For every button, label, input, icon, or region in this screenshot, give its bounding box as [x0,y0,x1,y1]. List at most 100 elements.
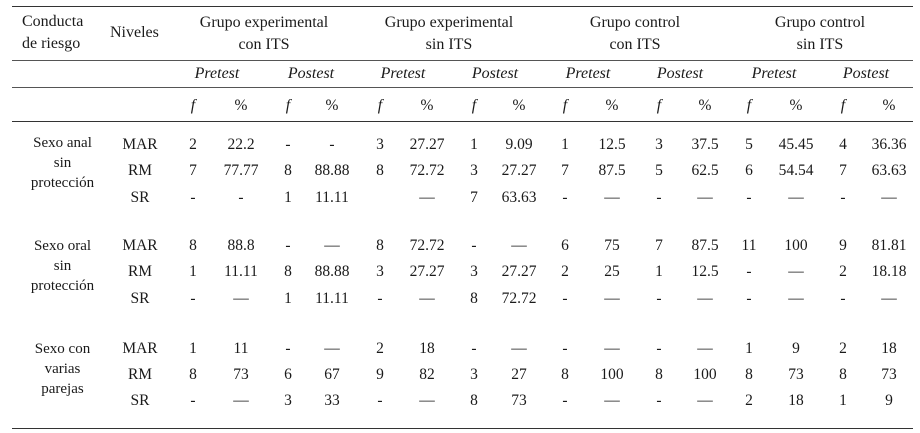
risk-behavior-label: Sexo anal sin protección [20,133,105,193]
frequency-cell: 1 [655,263,663,280]
percent-cell: 33 [324,392,340,409]
percent-header: % [789,97,803,114]
frequency-cell: 3 [470,263,478,280]
percent-header: % [325,97,339,114]
percent-cell: 88.88 [314,263,350,280]
postest-header: Postest [471,65,519,82]
percent-cell: 25 [604,263,620,280]
percent-cell: 18.18 [871,263,907,280]
frequency-cell: - [840,290,846,307]
percent-cell: 9.09 [505,136,533,153]
frequency-cell: 8 [745,366,753,383]
percent-cell: 75 [604,237,620,254]
frequency-cell: - [656,290,662,307]
frequency-cell: - [377,392,383,409]
frequency-cell: 2 [839,340,847,357]
risk-behavior-label-line: sin [53,155,72,171]
frequency-cell: 8 [189,366,197,383]
frequency-cell: 8 [189,237,197,254]
conducta-header: Conducta [22,13,84,30]
group-header-line: con ITS [609,36,661,53]
test-rule [12,87,913,88]
percent-cell: 11 [233,340,249,357]
f-header: f [656,97,662,114]
group-header-line: Grupo control [589,14,681,31]
pretest-header: Pretest [565,65,611,82]
percent-cell: — [419,290,435,307]
frequency-cell: - [471,237,477,254]
percent-header: % [882,97,896,114]
percent-cell: — [233,392,249,409]
percent-cell: — [511,237,527,254]
frequency-cell: 2 [189,136,197,153]
risk-behavior-label: Sexo oral sin protección [20,236,105,296]
risk-behavior-label-line: parejas [41,381,84,397]
percent-cell: 82 [419,366,435,383]
percent-cell: — [881,290,897,307]
frequency-cell: - [562,340,568,357]
frequency-cell: 4 [839,136,847,153]
level-label: RM [127,263,153,280]
percent-cell: 11.11 [315,189,349,206]
frequency-cell: - [656,189,662,206]
frequency-cell: 8 [284,263,292,280]
percent-cell: 87.5 [598,162,626,179]
frequency-cell: 7 [839,162,847,179]
f-header: f [840,97,846,114]
risk-behavior-label-line: protección [30,175,95,191]
frequency-cell: 7 [470,189,478,206]
percent-header: % [512,97,526,114]
frequency-cell: - [840,189,846,206]
frequency-cell: 11 [741,237,757,254]
risk-behavior-label-line: sin [53,258,72,274]
percent-cell: 18 [881,340,897,357]
frequency-cell: 5 [745,136,753,153]
level-label: SR [130,392,150,409]
percent-cell: — [697,290,713,307]
frequency-cell: 7 [561,162,569,179]
group-header-line: Grupo experimental [199,14,329,31]
frequency-cell: 1 [189,263,197,280]
percent-cell: 36.36 [871,136,907,153]
percent-cell: — [697,340,713,357]
frequency-cell: - [190,189,196,206]
percent-cell: 100 [784,237,808,254]
bottom-rule [12,428,913,429]
f-header: f [285,97,291,114]
percent-cell: 67 [324,366,340,383]
frequency-cell: - [285,237,291,254]
niveles-header: Niveles [110,24,159,41]
frequency-cell: 5 [655,162,663,179]
percent-cell: — [604,340,620,357]
percent-cell: 100 [600,366,624,383]
level-label: RM [127,366,153,383]
level-label: MAR [122,237,158,254]
percent-cell: 18 [788,392,804,409]
percent-cell: — [324,237,340,254]
frequency-cell: 3 [655,136,663,153]
frequency-cell: 3 [284,392,292,409]
risk-behavior-label: Sexo con varias parejas [20,339,105,399]
frequency-cell: 1 [839,392,847,409]
frequency-cell: - [656,340,662,357]
percent-cell: — [324,340,340,357]
frequency-cell: 7 [655,237,663,254]
percent-cell: — [788,263,804,280]
f-header: f [471,97,477,114]
percent-cell: — [604,290,620,307]
percent-cell: 77.77 [223,162,259,179]
frequency-cell: 3 [376,136,384,153]
frequency-cell: 9 [376,366,384,383]
percent-cell: 22.2 [227,136,255,153]
frequency-cell: - [190,290,196,307]
postest-header: Postest [842,65,890,82]
frequency-cell: 2 [561,263,569,280]
postest-header: Postest [287,65,335,82]
percent-cell: 100 [693,366,717,383]
frequency-cell: 3 [470,162,478,179]
percent-cell: 54.54 [778,162,814,179]
frequency-cell: 8 [376,237,384,254]
percent-cell: — [697,189,713,206]
level-label: SR [130,189,150,206]
percent-header: % [420,97,434,114]
